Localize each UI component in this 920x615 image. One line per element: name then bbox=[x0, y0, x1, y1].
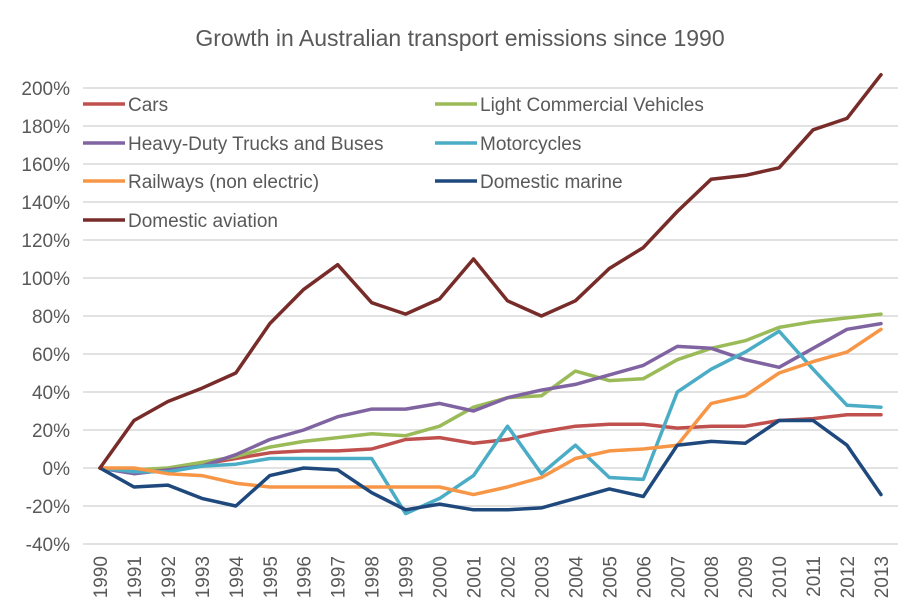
x-tick-label: 2008 bbox=[702, 556, 723, 598]
y-tick-label: 160% bbox=[21, 155, 70, 176]
x-tick-label: 1999 bbox=[397, 556, 418, 598]
legend-item-domestic-marine: Domestic marine bbox=[435, 172, 623, 193]
x-tick-label: 1991 bbox=[125, 556, 146, 598]
series-line-motorcycles bbox=[98, 329, 883, 516]
legend-item-domestic-aviation: Domestic aviation bbox=[83, 211, 278, 232]
y-axis-ticks: -40% -20% 0% 20% 40% 60% 80% 100% 120% 140% 160% 18… bbox=[21, 79, 70, 556]
legend-item-heavy-duty-trucks-and-buses: Heavy-Duty Trucks and Buses bbox=[83, 134, 384, 155]
y-tick-label: 120% bbox=[21, 231, 70, 252]
series-line-domestic-aviation bbox=[98, 72, 883, 470]
x-tick-label: 1993 bbox=[193, 556, 214, 598]
y-tick-label: 20% bbox=[32, 421, 70, 442]
x-tick-label: 2005 bbox=[600, 556, 621, 598]
y-tick-label: 40% bbox=[32, 383, 70, 404]
x-axis-ticks: 1990 1991 1992 1993 1994 1995 1996 1997 1998 1999… bbox=[91, 556, 893, 599]
x-tick-label: 1992 bbox=[159, 556, 180, 598]
y-tick-label: 180% bbox=[21, 117, 70, 138]
x-tick-label: 2007 bbox=[668, 556, 689, 598]
legend-label: Motorcycles bbox=[480, 134, 581, 155]
y-tick-label: -20% bbox=[26, 497, 70, 518]
y-tick-label: -40% bbox=[26, 535, 70, 556]
chart-title: Growth in Australian transport emissions… bbox=[195, 25, 724, 51]
y-tick-label: 80% bbox=[32, 307, 70, 328]
x-tick-label: 1998 bbox=[363, 556, 384, 598]
legend-item-railways-non-electric: Railways (non electric) bbox=[83, 172, 319, 193]
x-tick-label: 2006 bbox=[634, 556, 655, 598]
legend-item-cars: Cars bbox=[83, 95, 168, 116]
legend-label: Railways (non electric) bbox=[128, 172, 319, 193]
x-tick-label: 1997 bbox=[329, 556, 350, 598]
y-tick-label: 200% bbox=[21, 79, 70, 100]
x-tick-label: 2012 bbox=[838, 556, 859, 598]
series-line-heavy-duty-trucks-and-buses bbox=[98, 321, 883, 476]
legend: Cars Light Commercial Vehicles Heavy-Duty … bbox=[83, 95, 704, 232]
x-tick-label: 2003 bbox=[532, 556, 553, 598]
legend-label: Domestic marine bbox=[480, 172, 623, 193]
series-line-cars bbox=[98, 413, 883, 472]
legend-label: Light Commercial Vehicles bbox=[480, 95, 704, 116]
x-tick-label: 2001 bbox=[465, 556, 486, 598]
legend-item-light-commercial-vehicles: Light Commercial Vehicles bbox=[435, 95, 704, 116]
x-tick-label: 1994 bbox=[227, 556, 248, 599]
x-tick-label: 2011 bbox=[804, 556, 825, 597]
gridlines bbox=[83, 87, 898, 545]
y-tick-label: 60% bbox=[32, 345, 70, 366]
x-tick-label: 1995 bbox=[261, 556, 282, 598]
y-tick-label: 140% bbox=[21, 193, 70, 214]
series-line-domestic-marine bbox=[98, 418, 883, 512]
legend-label: Heavy-Duty Trucks and Buses bbox=[128, 134, 384, 155]
x-tick-label: 1996 bbox=[295, 556, 316, 598]
legend-label: Domestic aviation bbox=[128, 211, 278, 232]
x-tick-label: 2013 bbox=[872, 556, 893, 598]
series-line-railways-non-electric bbox=[98, 327, 883, 497]
x-tick-label: 2010 bbox=[770, 556, 791, 598]
series-lines bbox=[98, 72, 883, 516]
x-tick-label: 2002 bbox=[498, 556, 519, 598]
x-tick-label: 2009 bbox=[736, 556, 757, 598]
x-tick-label: 2004 bbox=[566, 556, 587, 599]
y-tick-label: 0% bbox=[43, 459, 71, 480]
x-tick-label: 1990 bbox=[91, 556, 112, 598]
legend-item-motorcycles: Motorcycles bbox=[435, 134, 581, 155]
y-tick-label: 100% bbox=[21, 269, 70, 290]
legend-label: Cars bbox=[128, 95, 168, 116]
x-tick-label: 2000 bbox=[431, 556, 452, 598]
